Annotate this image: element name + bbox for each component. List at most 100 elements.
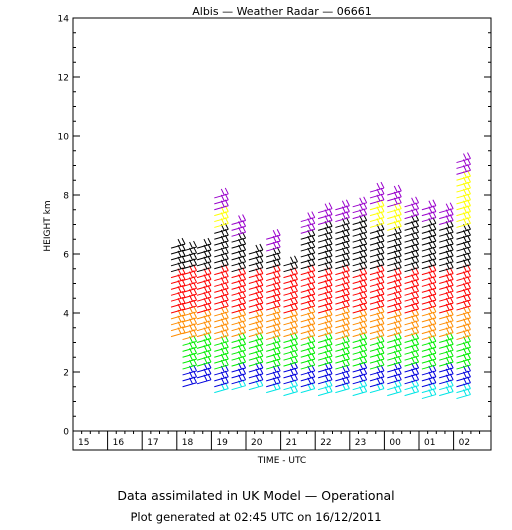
wind-barb [266,370,281,376]
wind-barb [214,211,229,217]
wind-barb [456,252,471,258]
wind-barb [421,370,437,376]
wind-barb [300,370,315,376]
time-tick-label: 16 [113,438,125,448]
barb-feather [203,238,208,246]
wind-barb [439,261,454,267]
wind-barb [421,217,437,223]
wind-barb [300,311,315,317]
wind-barb [248,302,264,308]
wind-barb [369,346,385,352]
wind-barb [421,281,437,287]
wind-barb [421,335,437,341]
wind-barb [456,246,471,252]
wind-barb [387,361,402,367]
wind-barb [300,376,315,382]
wind-barb [196,373,212,379]
wind-barb [335,270,350,276]
wind-barb [317,308,333,314]
wind-barb [404,290,419,296]
wind-barb [266,358,281,364]
wind-barb [369,258,385,264]
wind-barb [456,376,471,382]
wind-barb [369,228,385,234]
wind-barb [283,308,298,314]
wind-barb [300,346,315,352]
wind-barb [196,290,212,296]
wind-barb [248,249,264,255]
wind-barb [456,205,471,211]
wind-barb [439,391,454,397]
wind-barb [317,279,333,284]
wind-barb [387,208,402,214]
wind-barb [300,258,315,264]
wind-barb [248,379,264,385]
wind-barb [352,379,367,385]
wind-barb [335,323,350,329]
wind-barb [421,340,437,346]
wind-barb [352,385,367,391]
wind-barb [456,187,471,193]
wind-barb [214,382,229,388]
wind-barb [352,308,367,314]
wind-barb [231,314,246,320]
wind-barb [300,335,315,341]
wind-barb [335,258,350,264]
wind-barb [439,332,454,338]
time-tick-label: 23 [355,438,366,448]
barb-column [214,187,229,394]
footer-generated-time: Plot generated at 02:45 UTC on 16/12/201… [130,510,382,524]
wind-barb [369,193,385,199]
wind-barb [421,205,437,211]
wind-barb [317,290,333,296]
wind-barb [369,240,385,246]
barb-feather [259,243,264,251]
wind-barb [439,367,454,373]
wind-barb [404,243,419,249]
wind-profile-chart: Albis — Weather Radar — 06661 0246810121… [43,5,492,466]
barb-feather [294,255,298,263]
wind-barb [231,373,246,379]
wind-barb [352,237,367,243]
wind-barb [456,240,471,246]
wind-barb [300,276,315,282]
wind-barb [266,299,281,305]
wind-barb [421,388,437,394]
time-axis-band [72,430,492,451]
wind-barb [439,385,454,391]
wind-barb [421,211,437,217]
wind-barb [248,255,264,261]
wind-barb [335,311,350,317]
wind-barb [404,202,419,208]
wind-barb [421,323,437,329]
wind-barb [214,252,229,258]
wind-barb [439,267,454,273]
wind-barb [369,340,385,346]
y-axis: 0 2 4 6 8 10 12 14 [58,15,491,438]
wind-barb [369,370,385,376]
wind-barb [248,273,264,279]
wind-barb [352,320,367,326]
time-tick-label: 00 [389,438,401,448]
wind-barb [231,361,246,367]
wind-barb [421,258,437,264]
wind-barb [214,258,229,264]
wind-barb [456,281,471,287]
wind-barb [352,332,367,338]
wind-barb [335,252,350,258]
time-tick-label: 15 [78,438,89,448]
wind-barb [196,338,212,343]
wind-barb [335,305,350,311]
footer-title: Data assimilated in UK Model — Operation… [117,488,395,503]
wind-barb [335,287,350,293]
wind-barb [182,323,197,329]
wind-barb [214,270,229,276]
barb-feather [276,229,281,236]
wind-barb [404,302,419,308]
wind-barb [231,284,246,290]
wind-barb [283,373,298,379]
wind-barb [317,332,333,338]
wind-barb [214,281,229,287]
barb-feather [238,215,243,222]
wind-barb [387,273,402,279]
